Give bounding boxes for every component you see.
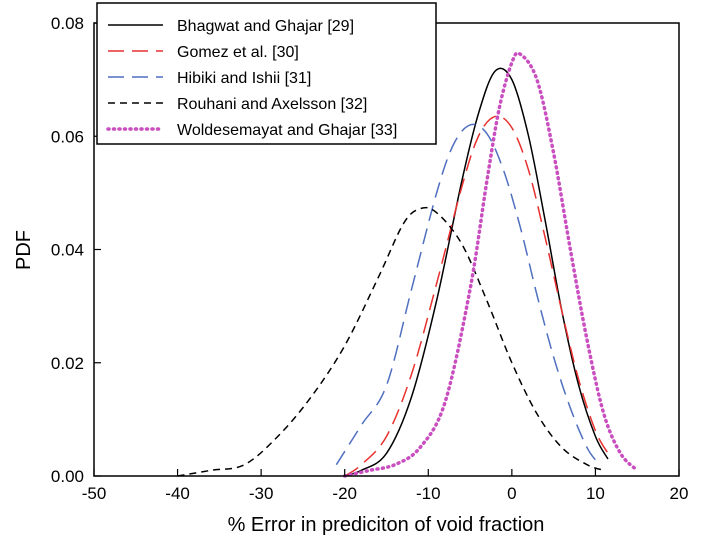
y-tick-label: 0.06: [51, 127, 84, 146]
x-tick-label: 20: [670, 484, 689, 503]
axis-ticks: -50 -40 -30 -20 -10 0 10 20 0.00 0.02 0.04 0.06 0.08: [51, 14, 689, 503]
x-tick-label: -30: [249, 484, 274, 503]
legend-label-4: Rouhani and Axelsson [32]: [177, 96, 367, 113]
y-tick-label: 0.00: [51, 467, 84, 486]
legend: Bhagwat and Ghajar [29] Gomez et al. [30]…: [96, 2, 437, 145]
legend-label-5: Woldesemayat and Ghajar [33]: [177, 122, 397, 139]
y-axis-title: PDF: [13, 230, 35, 270]
x-tick-label: 10: [586, 484, 605, 503]
series-line-1: [344, 67, 609, 477]
x-tick-label: -20: [332, 484, 357, 503]
y-tick-label: 0.08: [51, 14, 84, 33]
legend-label-1: Bhagwat and Ghajar [29]: [177, 18, 354, 35]
series-line-4: [177, 206, 605, 477]
x-axis-title: % Error in prediciton of void fraction: [228, 514, 545, 536]
y-tick-label: 0.04: [51, 241, 84, 260]
series-line-2: [344, 115, 609, 477]
x-tick-label: -50: [82, 484, 107, 503]
series-curves: [177, 51, 639, 478]
y-tick-label: 0.02: [51, 354, 84, 373]
x-tick-label: 0: [507, 484, 516, 503]
legend-label-3: Hibiki and Ishii [31]: [177, 70, 311, 87]
series-line-5: [342, 51, 639, 478]
series-line-3: [335, 123, 601, 466]
x-tick-label: -10: [416, 484, 441, 503]
x-tick-label: -40: [165, 484, 190, 503]
legend-box: [96, 2, 437, 145]
legend-label-2: Gomez et al. [30]: [177, 44, 299, 61]
